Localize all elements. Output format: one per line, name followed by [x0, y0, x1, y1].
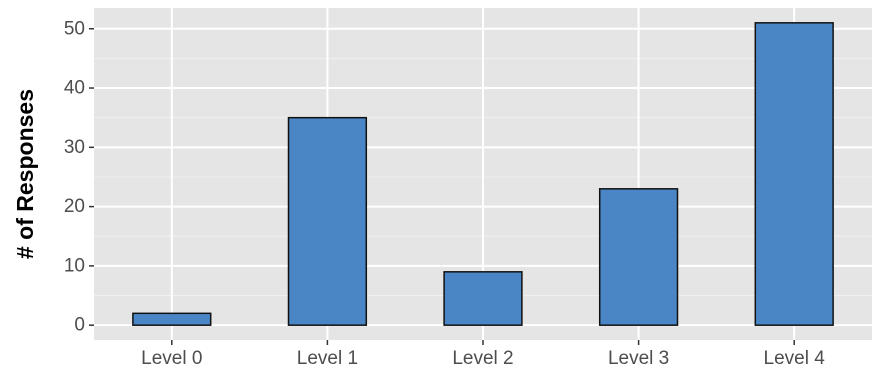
y-axis-title: # of Responses	[12, 89, 38, 259]
bar-level-3	[598, 188, 679, 326]
y-axis-ticks: 0 10 20 30 40 50	[64, 18, 94, 336]
bar-level-1	[287, 116, 368, 326]
bar-level-0	[132, 312, 212, 326]
y-tick-label: 30	[64, 137, 85, 158]
x-tick-label: Level 4	[764, 348, 826, 369]
x-tick-label: Level 2	[452, 348, 513, 369]
y-tick-label: 40	[64, 78, 85, 99]
y-tick-label: 0	[74, 315, 85, 336]
y-tick-label: 50	[64, 18, 85, 39]
x-tick-label: Level 3	[608, 348, 669, 369]
y-tick-label: 20	[64, 196, 85, 217]
y-tick-label: 10	[64, 255, 85, 276]
bar-level-2	[443, 271, 523, 326]
grid-lines	[94, 8, 872, 340]
bar-level-4	[754, 22, 834, 326]
x-tick-label: Level 0	[141, 348, 202, 369]
x-axis-ticks: Level 0 Level 1 Level 2 Level 3 Level 4	[141, 340, 825, 369]
x-tick-label: Level 1	[297, 348, 358, 369]
bars	[132, 22, 834, 326]
